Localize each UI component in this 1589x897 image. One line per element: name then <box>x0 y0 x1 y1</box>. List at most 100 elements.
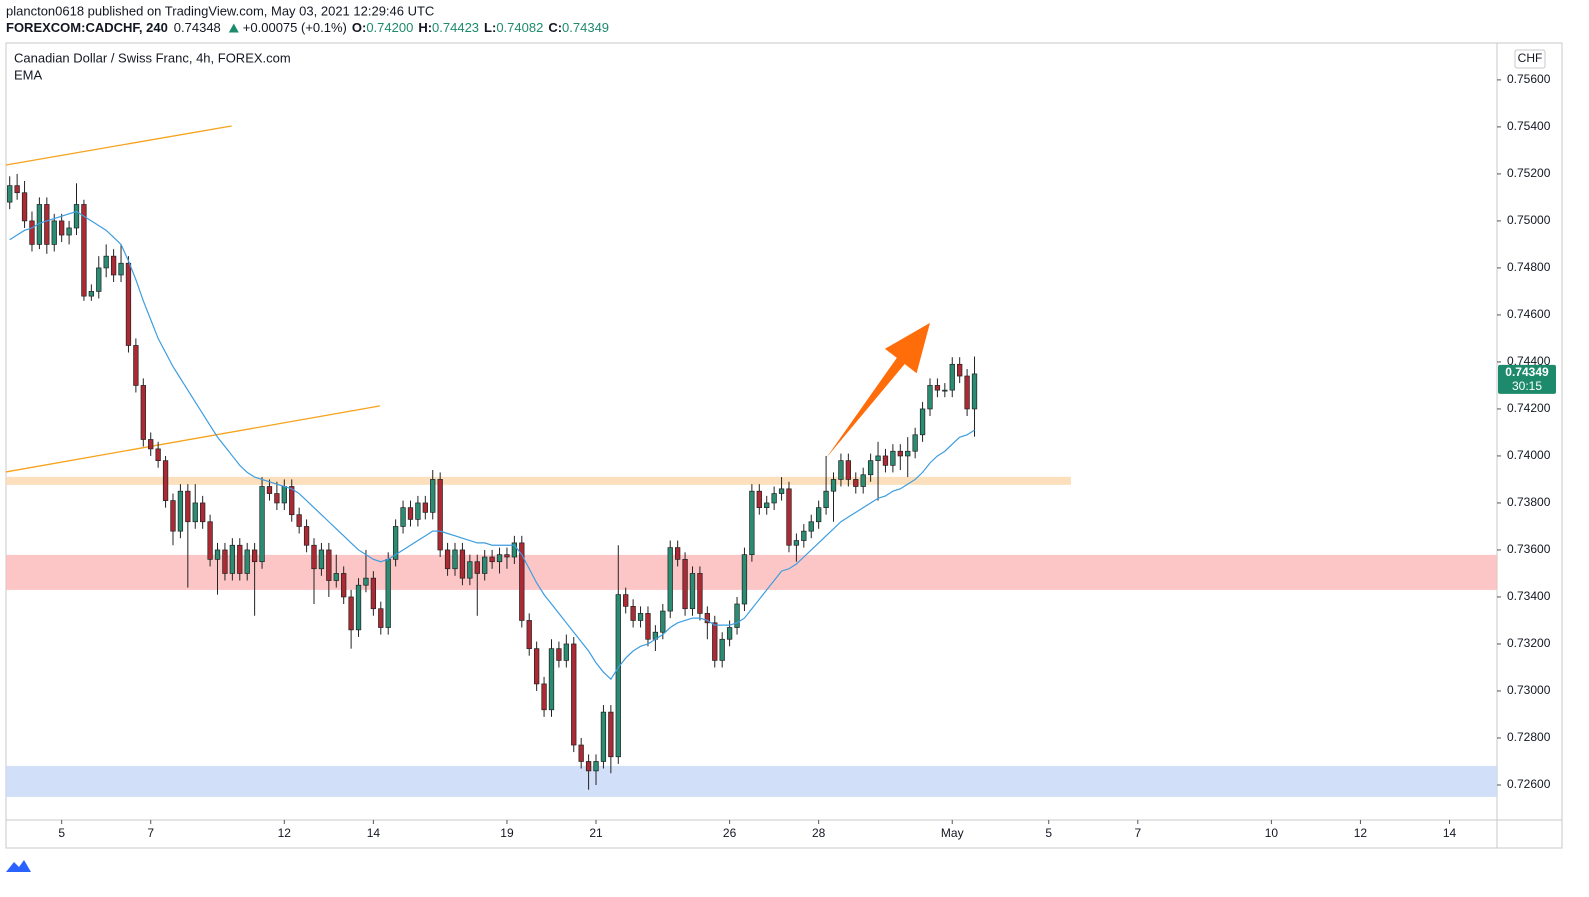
candle-body <box>96 267 102 292</box>
candle-body <box>719 638 725 661</box>
candle-body <box>177 490 184 532</box>
low: 0.74082 <box>496 20 543 35</box>
price-tag-countdown: 30:15 <box>1512 379 1542 393</box>
candle-body <box>712 622 718 661</box>
candle-body <box>600 711 607 762</box>
candle-body <box>830 479 837 492</box>
candle-body <box>251 549 258 563</box>
y-tick-label: 0.74600 <box>1507 307 1551 321</box>
h-label: H: <box>418 20 432 35</box>
candle-body <box>623 594 629 607</box>
candle-body <box>919 408 926 436</box>
candle-body <box>148 439 154 450</box>
candle-body <box>274 493 280 504</box>
publisher-line: plancton0618 published on TradingView.co… <box>6 3 434 18</box>
candle-body <box>726 627 733 640</box>
candle-body <box>942 389 948 392</box>
candle-body <box>355 584 362 631</box>
candle-body <box>637 613 644 621</box>
frame <box>5 42 1563 849</box>
candle-body <box>764 502 770 508</box>
candle-body <box>474 561 480 574</box>
candle-body <box>103 255 109 269</box>
candle-body <box>318 549 325 570</box>
candle-body <box>927 385 933 410</box>
y-tick-label: 0.74200 <box>1507 401 1551 415</box>
candle-body <box>51 220 57 245</box>
candle-body <box>229 544 236 574</box>
candle-body <box>741 554 748 605</box>
y-tick-label: 0.73200 <box>1507 636 1551 650</box>
l-label: L: <box>484 20 496 35</box>
candle-body <box>756 490 762 508</box>
x-tick-label: 10 <box>1265 826 1279 840</box>
zone <box>6 476 1071 485</box>
y-tick-label: 0.74000 <box>1507 448 1551 462</box>
x-tick-label: 28 <box>812 826 826 840</box>
currency-box[interactable] <box>1514 49 1546 69</box>
candle-body <box>88 291 94 297</box>
candle-body <box>860 474 866 487</box>
candle-body <box>801 530 807 541</box>
last: 0.74348 <box>174 20 221 35</box>
candle-body <box>585 761 592 772</box>
candle-body <box>200 502 206 523</box>
candle-body <box>125 262 132 346</box>
candle-body <box>816 507 822 523</box>
candle-body <box>29 220 35 245</box>
candle-body <box>237 544 243 574</box>
candle-body <box>341 573 347 598</box>
candle-body <box>912 434 918 452</box>
footer-logo-word <box>34 861 104 871</box>
candle-body <box>682 559 688 610</box>
x-tick-label: 12 <box>1354 826 1368 840</box>
close: 0.74349 <box>562 20 609 35</box>
candle-body <box>749 490 755 556</box>
y-tick-label: 0.74800 <box>1507 260 1551 274</box>
candle-body <box>133 345 139 386</box>
candle-body <box>348 596 354 631</box>
y-tick-label: 0.73600 <box>1507 542 1551 556</box>
candle-body <box>675 547 681 560</box>
candle-body <box>185 490 191 523</box>
candle-body <box>786 488 792 546</box>
candle-body <box>281 486 287 504</box>
candle-body <box>519 542 525 621</box>
y-tick-label: 0.72800 <box>1507 730 1551 744</box>
candle-body <box>192 502 198 523</box>
currency: CHF <box>1518 51 1543 65</box>
candle-body <box>482 556 488 574</box>
candle-body <box>882 455 889 466</box>
candle-body <box>110 255 117 276</box>
candle-body <box>118 262 124 276</box>
y-tick-label: 0.73800 <box>1507 495 1551 509</box>
candle-body <box>370 577 377 610</box>
candle-body <box>571 643 577 746</box>
change: +0.00075 (+0.1%) <box>243 20 347 35</box>
candle-body <box>296 514 302 527</box>
x-tick-label: 14 <box>1443 826 1457 840</box>
candle-body <box>489 556 495 563</box>
candle-body <box>155 448 161 461</box>
candle-body <box>845 460 852 480</box>
candle-body <box>7 185 13 203</box>
y-tick-label: 0.74400 <box>1507 354 1551 368</box>
candle-body <box>170 500 176 532</box>
candle-body <box>971 373 978 410</box>
candle-body <box>823 490 829 508</box>
candle-body <box>890 450 896 466</box>
candle-body <box>81 204 87 297</box>
candle-body <box>593 761 599 772</box>
candle-body <box>689 573 696 610</box>
candle-body <box>660 610 666 633</box>
trend-line <box>5 405 381 473</box>
candle-body <box>496 554 503 563</box>
candle-body <box>392 526 399 560</box>
x-tick-label: 26 <box>723 826 737 840</box>
x-tick-label: May <box>941 826 964 840</box>
y-tick-label: 0.75000 <box>1507 213 1551 227</box>
candle-body <box>964 375 970 410</box>
candle-body <box>793 540 800 546</box>
trend-line <box>5 125 232 166</box>
y-tick-label: 0.75600 <box>1507 72 1551 86</box>
